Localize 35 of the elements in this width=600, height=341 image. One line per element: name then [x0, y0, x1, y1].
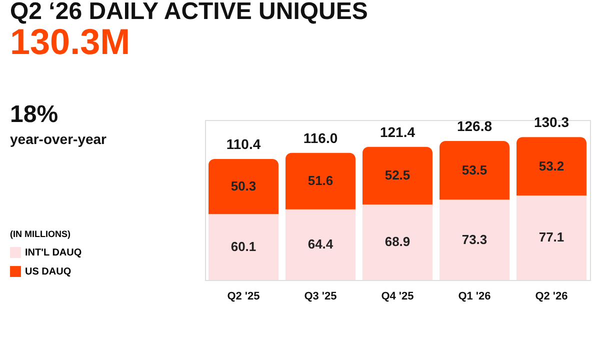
legend-label: US DAUQ	[25, 266, 72, 278]
total-label: 130.3	[534, 114, 570, 130]
legend-title: (IN MILLIONS)	[10, 229, 70, 239]
data-label: 53.5	[462, 162, 488, 178]
total-label: 126.8	[456, 118, 492, 134]
x-tick-label: Q1 '26	[458, 290, 491, 302]
data-label: 68.9	[384, 234, 410, 250]
x-tick-label: Q3 '25	[304, 290, 337, 302]
x-tick-label: Q2 '26	[535, 290, 568, 302]
x-tick-label: Q2 '25	[227, 290, 260, 302]
bar	[208, 158, 278, 214]
bar	[440, 140, 510, 200]
total-label: 116.0	[303, 130, 338, 146]
data-label: 73.3	[462, 232, 488, 247]
bar	[516, 195, 586, 280]
text: 18%	[10, 101, 58, 128]
x-tick-label: Q4 '25	[381, 290, 414, 302]
bar	[362, 204, 432, 280]
data-label: 64.4	[308, 236, 334, 252]
text: year-over-year	[10, 131, 108, 147]
data-label: 50.3	[230, 178, 256, 194]
data-label: 60.1	[230, 239, 256, 254]
legend-label: INT'L DAUQ	[25, 248, 82, 258]
total-label: 121.4	[380, 124, 416, 140]
bar	[516, 137, 586, 196]
bar	[440, 200, 510, 280]
data-label: 52.5	[384, 168, 410, 183]
data-label: 53.2	[538, 158, 564, 174]
data-label: 77.1	[538, 230, 564, 245]
bar	[286, 209, 356, 280]
data-label: 51.6	[308, 173, 334, 188]
bar	[286, 152, 356, 210]
bar	[208, 214, 278, 280]
total-label: 110.4	[226, 136, 261, 152]
bar	[362, 146, 432, 204]
